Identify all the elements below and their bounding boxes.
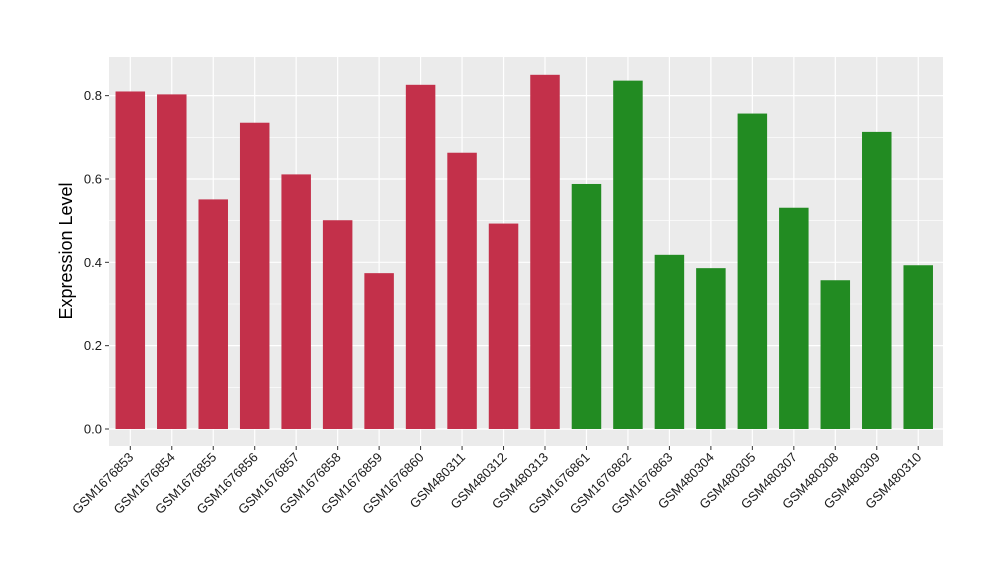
bar xyxy=(447,152,477,429)
plot-panel xyxy=(109,57,943,446)
bar xyxy=(779,207,809,429)
y-tick-label: 0.2 xyxy=(84,338,102,353)
bar xyxy=(157,94,187,430)
y-axis-title: Expression Level xyxy=(56,182,76,319)
bar xyxy=(613,80,643,430)
bar xyxy=(322,220,353,429)
bar xyxy=(654,254,685,429)
bar xyxy=(903,265,933,429)
y-tick-label: 0.0 xyxy=(84,422,102,437)
bars xyxy=(115,74,933,430)
bar xyxy=(239,122,270,430)
bar xyxy=(820,280,851,429)
bar xyxy=(405,84,436,430)
bar xyxy=(281,174,311,429)
bar xyxy=(115,91,146,430)
bar xyxy=(696,268,726,429)
y-axis: 0.0 0.2 0.4 0.6 0.8 xyxy=(84,88,109,437)
bar xyxy=(364,273,394,429)
bar xyxy=(571,183,602,429)
bar xyxy=(530,74,560,430)
y-tick-label: 0.6 xyxy=(84,171,102,186)
y-tick-label: 0.4 xyxy=(84,255,102,270)
bar xyxy=(737,113,768,429)
bar xyxy=(488,223,519,429)
y-tick-label: 0.8 xyxy=(84,88,102,103)
bar xyxy=(862,131,892,430)
bar xyxy=(198,199,228,429)
